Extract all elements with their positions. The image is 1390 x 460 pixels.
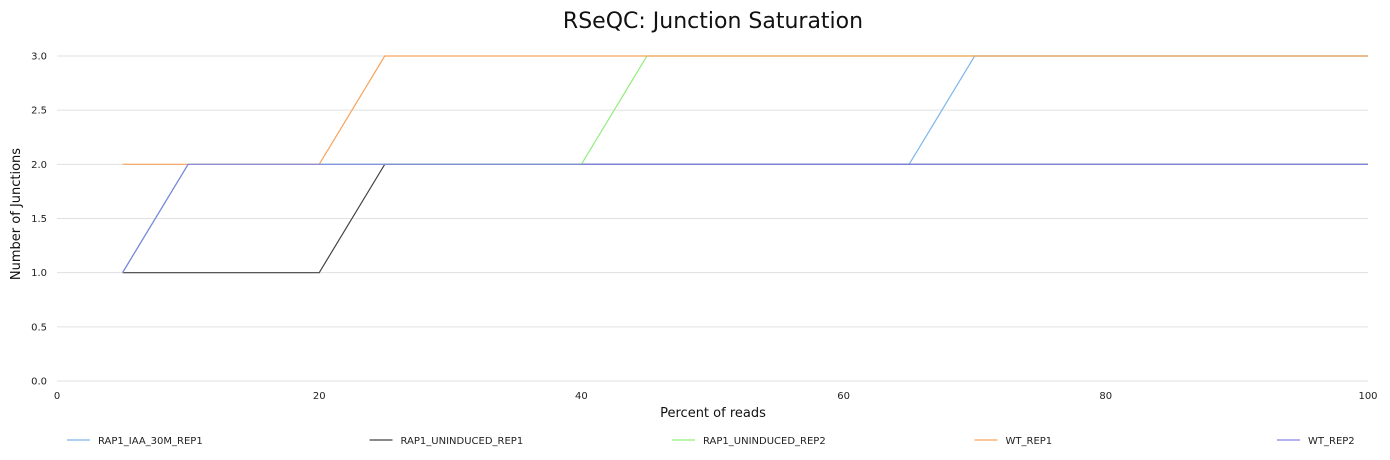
x-tick-label: 40 — [575, 391, 588, 402]
y-axis-ticks: 0.0 0.5 1.0 1.5 2.0 2.5 3.0 — [31, 52, 47, 388]
series-lines — [122, 55, 1368, 274]
legend-label: RAP1_UNINDUCED_REP2 — [703, 436, 826, 447]
series-line-wt-rep2[interactable] — [122, 163, 1368, 273]
legend-label: RAP1_UNINDUCED_REP1 — [401, 436, 524, 447]
series-line-wt-rep1[interactable] — [122, 55, 1368, 165]
y-tick-label: 1.5 — [31, 214, 47, 225]
y-tick-label: 2.5 — [31, 106, 47, 117]
x-axis-ticks: 0 20 40 60 80 100 — [54, 391, 1378, 402]
legend-label: WT_REP1 — [1006, 436, 1053, 447]
x-tick-label: 20 — [313, 391, 326, 402]
x-tick-label: 0 — [54, 391, 60, 402]
x-tick-label: 60 — [837, 391, 850, 402]
x-axis-label: Percent of reads — [660, 406, 766, 421]
y-tick-label: 3.0 — [31, 52, 47, 63]
legend: RAP1_IAA_30M_REP1 RAP1_UNINDUCED_REP1 RAP1… — [67, 436, 1355, 447]
legend-item[interactable]: RAP1_UNINDUCED_REP2 — [672, 436, 826, 447]
legend-item[interactable]: WT_REP2 — [1277, 436, 1355, 447]
legend-label: WT_REP2 — [1308, 436, 1355, 447]
legend-label: RAP1_IAA_30M_REP1 — [98, 436, 203, 447]
grid-lines — [57, 55, 1368, 382]
legend-item[interactable]: RAP1_UNINDUCED_REP1 — [369, 436, 524, 447]
legend-item[interactable]: RAP1_IAA_30M_REP1 — [67, 436, 203, 447]
legend-item[interactable]: WT_REP1 — [974, 436, 1053, 447]
x-tick-label: 100 — [1358, 391, 1377, 402]
x-tick-label: 80 — [1099, 391, 1112, 402]
y-tick-label: 0.0 — [31, 377, 47, 388]
y-tick-label: 2.0 — [31, 160, 47, 171]
y-tick-label: 0.5 — [31, 322, 47, 333]
chart-title: RSeQC: Junction Saturation — [563, 9, 863, 34]
y-axis-label: Number of Junctions — [9, 148, 24, 280]
y-tick-label: 1.0 — [31, 268, 47, 279]
